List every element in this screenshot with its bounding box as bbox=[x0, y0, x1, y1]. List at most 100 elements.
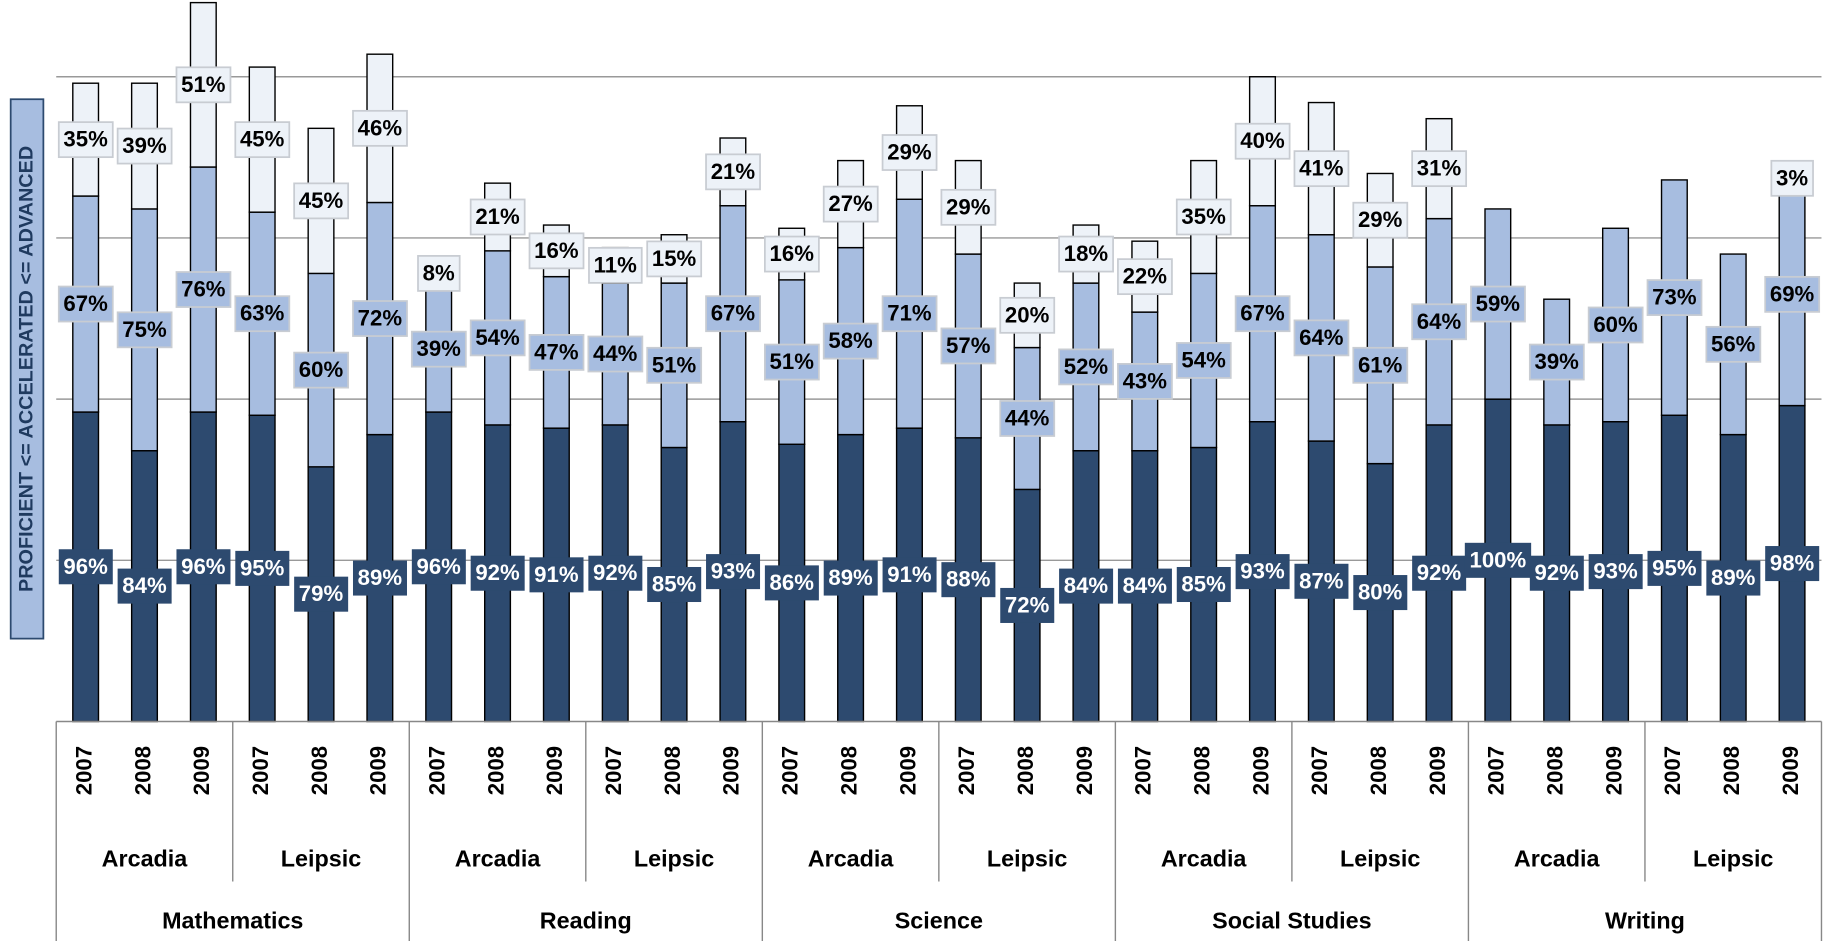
school-label: Arcadia bbox=[455, 846, 542, 872]
data-label: 63% bbox=[240, 301, 285, 326]
x-tick-label: 2007 bbox=[778, 746, 803, 795]
data-label: 47% bbox=[534, 339, 579, 364]
data-label-box bbox=[1464, 542, 1532, 578]
data-label: 29% bbox=[1358, 207, 1403, 232]
data-label: 16% bbox=[770, 241, 815, 266]
data-label: 72% bbox=[1005, 592, 1050, 617]
data-label-box bbox=[1706, 560, 1761, 596]
data-label-box bbox=[1705, 325, 1762, 363]
data-label-box bbox=[57, 285, 114, 323]
data-label: 54% bbox=[1181, 347, 1226, 372]
data-label-box bbox=[352, 109, 408, 147]
data-label: 87% bbox=[1299, 568, 1344, 593]
data-label: 93% bbox=[1240, 559, 1285, 584]
data-label-box bbox=[1529, 555, 1584, 591]
data-label: 84% bbox=[1064, 573, 1109, 598]
data-label: 21% bbox=[475, 204, 520, 229]
data-label-box bbox=[999, 296, 1056, 334]
data-label: 3% bbox=[1776, 165, 1808, 190]
data-label: 92% bbox=[1417, 560, 1462, 585]
data-label-box bbox=[1293, 150, 1350, 188]
data-label: 85% bbox=[652, 572, 697, 597]
data-label-box bbox=[1588, 554, 1643, 590]
data-label-box bbox=[116, 311, 173, 349]
data-label-box bbox=[705, 295, 761, 333]
x-tick-label: 2009 bbox=[1072, 746, 1097, 795]
data-label: 72% bbox=[358, 306, 403, 331]
data-label-box bbox=[1175, 342, 1232, 379]
data-label: 76% bbox=[181, 277, 226, 302]
data-label-box bbox=[117, 568, 172, 604]
data-label: 84% bbox=[122, 573, 167, 598]
data-label-box bbox=[1058, 235, 1114, 273]
data-label: 54% bbox=[475, 325, 520, 350]
data-label: 52% bbox=[1064, 354, 1109, 379]
data-label: 27% bbox=[828, 191, 873, 216]
data-label-box bbox=[293, 351, 350, 389]
data-label: 45% bbox=[240, 127, 285, 152]
data-label: 39% bbox=[417, 336, 462, 361]
data-label-box bbox=[411, 549, 466, 585]
x-tick-label: 2007 bbox=[1484, 746, 1509, 795]
data-label: 71% bbox=[887, 301, 932, 326]
data-label-box bbox=[822, 322, 879, 360]
school-label: Leipsic bbox=[1693, 846, 1773, 872]
data-label: 51% bbox=[652, 352, 697, 377]
data-label-box bbox=[999, 400, 1056, 437]
x-tick-label: 2009 bbox=[542, 746, 567, 795]
data-label-box bbox=[175, 271, 232, 308]
data-label-box bbox=[417, 255, 461, 292]
data-label-box bbox=[882, 557, 937, 593]
data-label-box bbox=[1411, 150, 1468, 188]
data-label-box bbox=[116, 127, 173, 165]
x-tick-label: 2007 bbox=[954, 746, 979, 795]
data-label-box bbox=[1765, 546, 1820, 582]
data-label-box bbox=[1764, 275, 1821, 313]
data-label-box bbox=[1294, 563, 1349, 599]
data-label: 64% bbox=[1417, 309, 1462, 334]
data-label: 29% bbox=[946, 194, 991, 219]
data-label: 80% bbox=[1358, 580, 1403, 605]
data-label: 64% bbox=[1299, 325, 1344, 350]
data-label: 22% bbox=[1123, 264, 1168, 289]
data-label-box bbox=[352, 300, 408, 337]
data-label: 100% bbox=[1469, 547, 1526, 572]
school-label: Arcadia bbox=[1514, 846, 1601, 872]
x-tick-label: 2009 bbox=[895, 746, 920, 795]
data-label-box bbox=[1411, 303, 1468, 341]
subject-label: Science bbox=[895, 907, 983, 933]
data-label: 79% bbox=[299, 581, 344, 606]
x-tick-label: 2009 bbox=[1778, 746, 1803, 795]
data-label-box bbox=[941, 562, 996, 598]
x-tick-label: 2008 bbox=[307, 746, 332, 795]
data-label: 39% bbox=[1534, 349, 1579, 374]
school-label: Leipsic bbox=[1340, 846, 1420, 872]
x-tick-label: 2008 bbox=[1719, 746, 1744, 795]
x-tick-label: 2008 bbox=[1543, 746, 1568, 795]
x-tick-label: 2009 bbox=[1601, 746, 1626, 795]
data-label: 67% bbox=[1240, 301, 1285, 326]
data-label-box bbox=[646, 240, 703, 278]
data-label: 92% bbox=[475, 560, 520, 585]
data-label-box bbox=[1117, 568, 1172, 604]
data-label: 46% bbox=[358, 115, 403, 140]
data-label: 86% bbox=[770, 570, 815, 595]
data-label-box bbox=[588, 246, 643, 284]
data-label-box bbox=[1176, 566, 1231, 603]
data-label-box bbox=[1353, 575, 1408, 611]
data-label: 69% bbox=[1770, 281, 1815, 306]
data-label-box bbox=[469, 198, 526, 236]
data-label-box bbox=[234, 295, 291, 333]
data-label: 39% bbox=[122, 133, 167, 158]
data-label-box bbox=[940, 188, 997, 226]
school-label: Arcadia bbox=[808, 846, 895, 872]
data-label-box bbox=[822, 185, 879, 223]
data-label: 41% bbox=[1299, 156, 1344, 181]
data-label-box bbox=[175, 66, 232, 104]
data-label: 98% bbox=[1770, 551, 1815, 576]
data-label-box bbox=[1235, 554, 1290, 590]
data-label-box bbox=[469, 319, 526, 357]
data-label-box bbox=[294, 576, 349, 612]
data-label-box bbox=[881, 295, 938, 333]
